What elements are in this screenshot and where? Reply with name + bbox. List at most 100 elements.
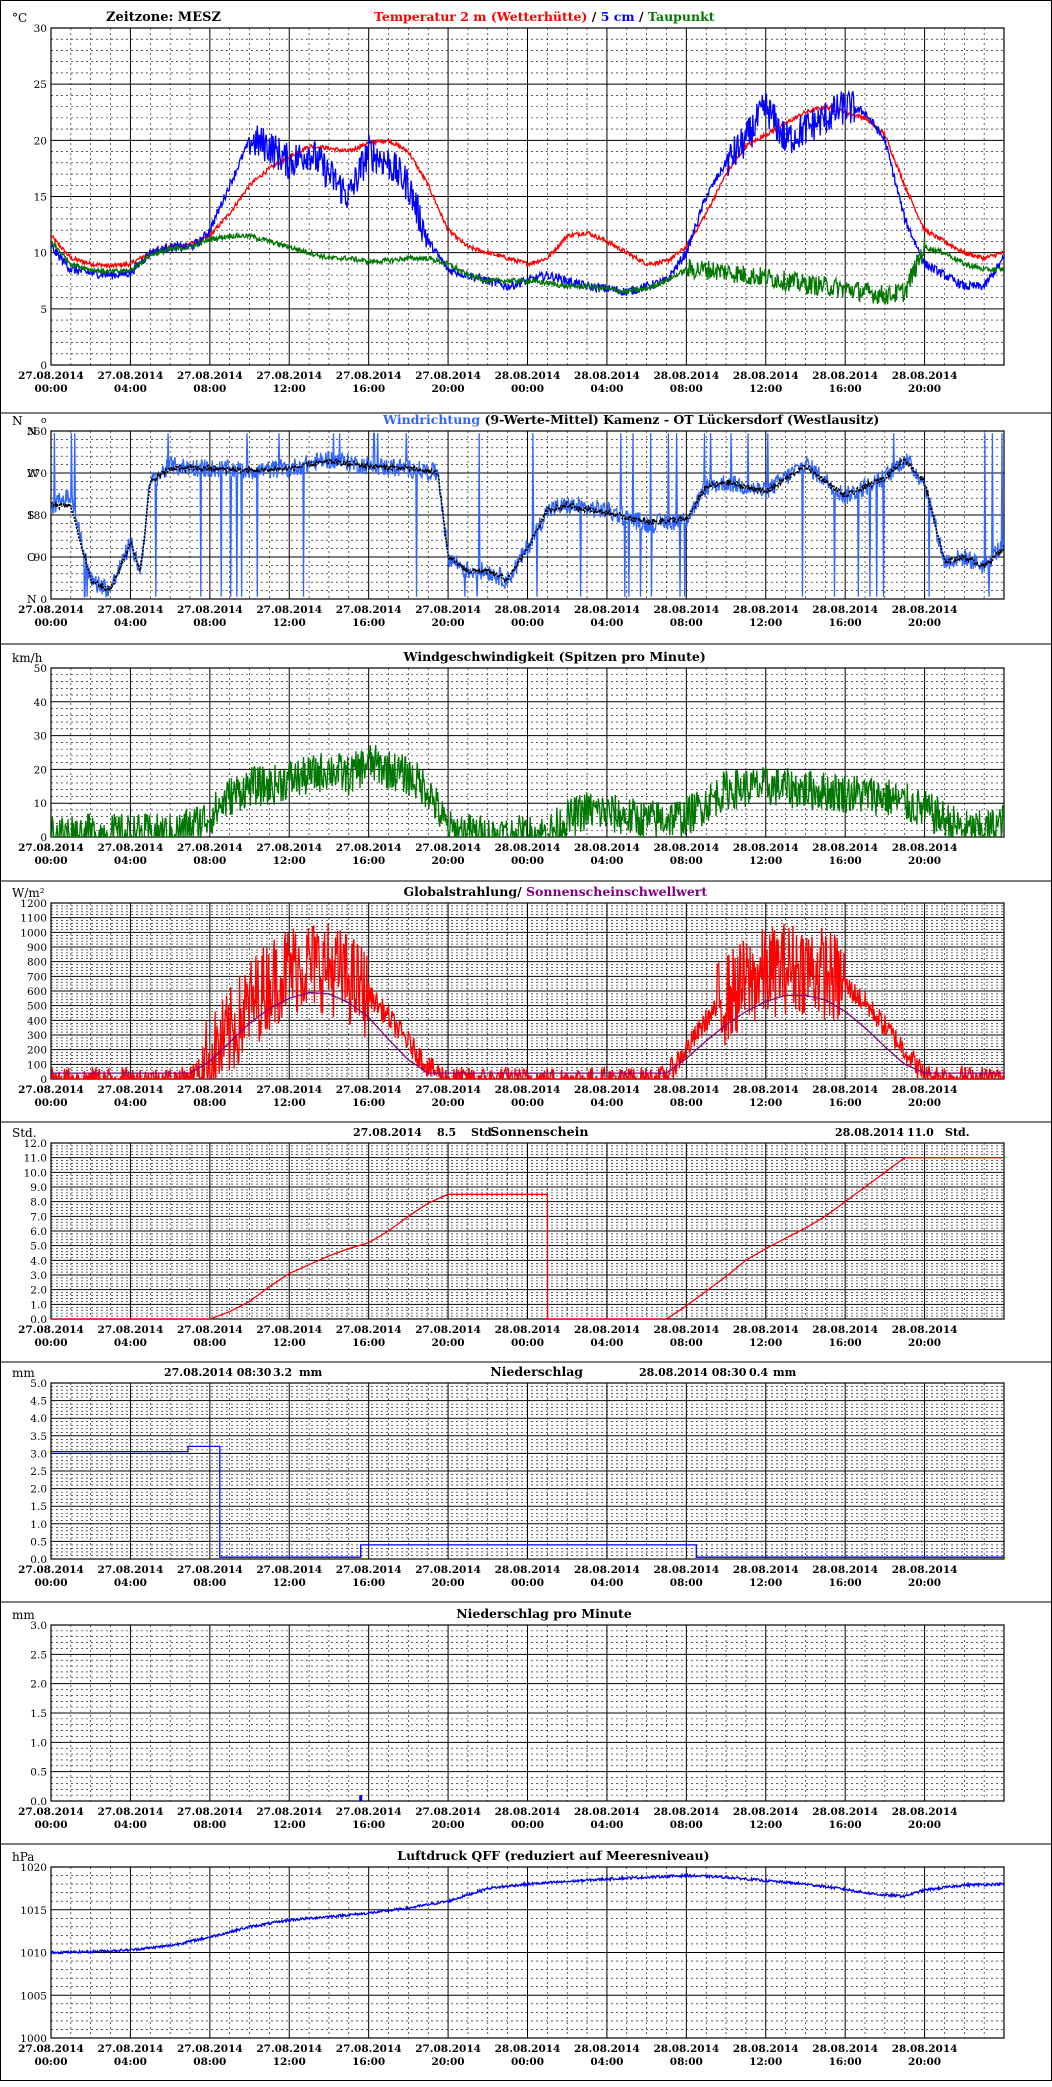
x-tick-time: 04:00 bbox=[114, 2056, 147, 2068]
x-tick-time: 16:00 bbox=[829, 617, 862, 629]
y-tick-label: 0 bbox=[40, 1074, 47, 1086]
x-tick-date: 27.08.2014 bbox=[256, 604, 322, 616]
x-tick-date: 27.08.2014 bbox=[98, 1564, 164, 1576]
y-tick-label: 5 bbox=[40, 304, 47, 316]
x-tick-time: 20:00 bbox=[908, 1097, 941, 1109]
y-tick-label: 1.0 bbox=[30, 1519, 47, 1531]
x-tick-time: 04:00 bbox=[590, 617, 623, 629]
x-tick-time: 04:00 bbox=[114, 383, 147, 395]
x-tick-time: 08:00 bbox=[193, 1577, 226, 1589]
y-tick-label: 0 bbox=[40, 360, 47, 372]
x-tick-time: 12:00 bbox=[749, 855, 782, 867]
x-tick-date: 27.08.2014 bbox=[415, 1084, 481, 1096]
y-tick-label: 500 bbox=[27, 1001, 47, 1013]
x-tick-time: 16:00 bbox=[352, 1097, 385, 1109]
series-group bbox=[51, 432, 1004, 598]
x-tick-date: 27.08.2014 bbox=[336, 370, 402, 382]
x-tick-time: 16:00 bbox=[352, 1337, 385, 1349]
x-tick-time: 08:00 bbox=[193, 2056, 226, 2068]
annotation-unit: mm bbox=[299, 1366, 323, 1379]
x-tick-date: 28.08.2014 bbox=[653, 370, 719, 382]
series-group bbox=[359, 1795, 363, 1801]
x-tick-time: 20:00 bbox=[908, 1337, 941, 1349]
x-tick-time: 16:00 bbox=[829, 1337, 862, 1349]
x-tick-time: 08:00 bbox=[670, 2056, 703, 2068]
x-tick-time: 00:00 bbox=[511, 383, 544, 395]
y-tick-label: 12.0 bbox=[24, 1138, 47, 1150]
x-tick-time: 12:00 bbox=[273, 383, 306, 395]
y-tick-label: 4.5 bbox=[30, 1396, 47, 1408]
x-tick-date: 28.08.2014 bbox=[812, 1564, 878, 1576]
x-tick-time: 04:00 bbox=[590, 1097, 623, 1109]
chart-title-part: Luftdruck QFF (reduziert auf Meeresnivea… bbox=[397, 1848, 709, 1863]
y-tick-label: 1.0 bbox=[30, 1737, 47, 1749]
annotation-value: 0.4 bbox=[749, 1366, 768, 1379]
x-tick-time: 12:00 bbox=[273, 617, 306, 629]
x-tick-time: 08:00 bbox=[670, 1577, 703, 1589]
y-tick-label: 180 bbox=[27, 510, 47, 522]
x-tick-date: 27.08.2014 bbox=[256, 1564, 322, 1576]
x-tick-date: 28.08.2014 bbox=[653, 1806, 719, 1818]
y-tick-label: 5.0 bbox=[30, 1378, 47, 1390]
y-tick-label: 900 bbox=[27, 942, 47, 954]
x-tick-date: 28.08.2014 bbox=[495, 370, 561, 382]
x-tick-date: 27.08.2014 bbox=[336, 604, 402, 616]
x-tick-time: 08:00 bbox=[193, 617, 226, 629]
x-tick-time: 12:00 bbox=[273, 1097, 306, 1109]
panel-sunshine: 0.0 1.0 2.0 3.0 4.0 5.0 6.0 7.0 8.0 9.0 10.0 11.0 12… bbox=[12, 1124, 1005, 1349]
y-tick-label: 7.0 bbox=[30, 1211, 47, 1223]
x-tick-date: 27.08.2014 bbox=[415, 1806, 481, 1818]
chart-title-part: Globalstrahlung/ bbox=[404, 884, 527, 899]
x-tick-time: 00:00 bbox=[34, 1097, 67, 1109]
series-line bbox=[51, 456, 1004, 593]
chart-title-part: Kamenz - OT Lückersdorf (Westlausitz) bbox=[599, 412, 879, 427]
x-tick-time: 16:00 bbox=[829, 1577, 862, 1589]
x-tick-time: 20:00 bbox=[432, 2056, 465, 2068]
y-tick-label: 1005 bbox=[20, 1990, 47, 2002]
chart-title-part: Niederschlag bbox=[490, 1364, 583, 1379]
x-tick-time: 12:00 bbox=[749, 1577, 782, 1589]
x-tick-time: 00:00 bbox=[511, 855, 544, 867]
y-tick-label: 11.0 bbox=[24, 1153, 47, 1165]
x-tick-date: 27.08.2014 bbox=[177, 2043, 243, 2055]
chart-title-part: / bbox=[635, 9, 648, 24]
x-tick-time: 16:00 bbox=[352, 2056, 385, 2068]
x-tick-date: 28.08.2014 bbox=[653, 1564, 719, 1576]
series-line bbox=[51, 922, 1004, 1079]
x-tick-date: 28.08.2014 bbox=[495, 604, 561, 616]
x-tick-date: 28.08.2014 bbox=[812, 1084, 878, 1096]
x-tick-date: 28.08.2014 bbox=[574, 1564, 640, 1576]
y-tick-label: 2.0 bbox=[30, 1484, 47, 1496]
panel-temp: 0 5 10 15 20 25 30 °C Zeitzone: MESZ Temperatur 2… bbox=[12, 9, 1005, 395]
x-tick-date: 27.08.2014 bbox=[98, 1324, 164, 1336]
series-line bbox=[51, 231, 1004, 306]
x-tick-date: 27.08.2014 bbox=[18, 370, 84, 382]
x-tick-time: 08:00 bbox=[193, 1097, 226, 1109]
series-line bbox=[51, 1872, 1004, 1956]
x-tick-time: 00:00 bbox=[511, 1819, 544, 1831]
x-tick-date: 27.08.2014 bbox=[415, 1564, 481, 1576]
x-tick-time: 04:00 bbox=[590, 2056, 623, 2068]
plot-frame bbox=[50, 430, 1005, 600]
y-tick-label: 0 bbox=[40, 594, 47, 606]
x-tick-date: 28.08.2014 bbox=[495, 842, 561, 854]
x-tick-date: 27.08.2014 bbox=[18, 842, 84, 854]
x-tick-time: 08:00 bbox=[193, 1337, 226, 1349]
x-tick-time: 00:00 bbox=[511, 2056, 544, 2068]
x-tick-date: 27.08.2014 bbox=[415, 1324, 481, 1336]
series-line bbox=[51, 1157, 1004, 1319]
x-tick-date: 28.08.2014 bbox=[495, 1564, 561, 1576]
x-tick-time: 20:00 bbox=[432, 617, 465, 629]
y-tick-label: 30 bbox=[34, 23, 47, 35]
x-tick-date: 28.08.2014 bbox=[574, 1806, 640, 1818]
x-tick-time: 04:00 bbox=[590, 1337, 623, 1349]
x-tick-time: 16:00 bbox=[352, 1819, 385, 1831]
x-tick-date: 28.08.2014 bbox=[733, 1084, 799, 1096]
plot-frame bbox=[50, 27, 1005, 366]
x-tick-time: 20:00 bbox=[908, 2056, 941, 2068]
x-tick-time: 12:00 bbox=[749, 2056, 782, 2068]
y-tick-label: 3.0 bbox=[30, 1620, 47, 1632]
plot-frame bbox=[50, 902, 1005, 1080]
x-tick-time: 00:00 bbox=[34, 1577, 67, 1589]
